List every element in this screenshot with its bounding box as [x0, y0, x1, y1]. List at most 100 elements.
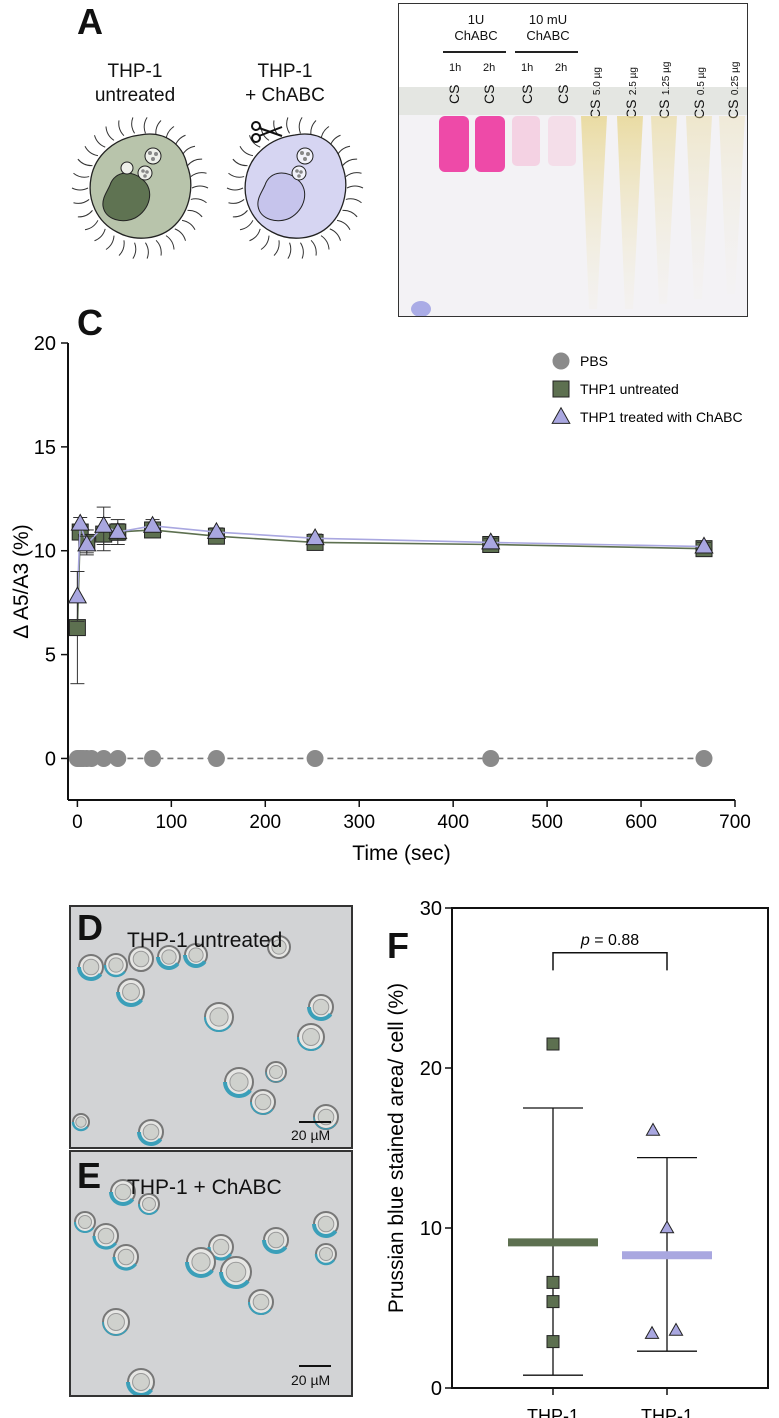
- cell-d: [307, 994, 334, 1021]
- cell1-label-line1: THP-1: [107, 61, 163, 82]
- f-ytick-label: 20: [420, 1058, 442, 1080]
- c-ytick-label: 0: [45, 748, 56, 770]
- c-legend-marker: [552, 380, 570, 398]
- c-xtick-label: 500: [531, 812, 563, 833]
- c-point: [481, 532, 501, 550]
- gel-group1-bracket: [443, 51, 506, 53]
- untreated-cell-icon: [71, 117, 209, 259]
- c-ytick-label: 5: [45, 645, 56, 667]
- gel-smear-3: [651, 116, 677, 304]
- f-group-0: [508, 1037, 598, 1376]
- f-point: [546, 1335, 560, 1349]
- c-point: [207, 749, 225, 767]
- c-point: [142, 515, 163, 533]
- c-legend-label: THP1 treated with ChABC: [580, 409, 743, 425]
- f-ytick-label: 0: [431, 1378, 442, 1400]
- micrograph-treated: THP-1 + ChABC 20 µM: [69, 1150, 353, 1397]
- c-legend-marker: [552, 352, 570, 370]
- gel-smear-4: [686, 116, 712, 299]
- c-xtick-label: 400: [437, 812, 469, 833]
- prussian-blue-chart: 0 10 20 30 Prussian blue stained area/ cell …: [385, 898, 769, 1418]
- gel-smear-5: [719, 116, 745, 294]
- cell-e: [185, 1247, 216, 1278]
- cell-e: [126, 1368, 155, 1395]
- c-ytick-label: 20: [34, 333, 56, 355]
- c-point: [206, 521, 227, 539]
- panel-f-letter: F: [387, 925, 409, 966]
- gel-time-3: 1h: [521, 62, 534, 74]
- gel-band-4: [548, 116, 576, 166]
- scissors-icon: [251, 121, 283, 143]
- c-point: [94, 515, 114, 533]
- gel-group1-line1: 1U: [467, 12, 485, 27]
- panel-e-letter: E: [77, 1155, 102, 1196]
- c-ytick-label: 15: [34, 437, 56, 459]
- cell-d: [223, 1067, 254, 1098]
- cell-d: [128, 946, 154, 972]
- f-group-1: [622, 1122, 712, 1352]
- gel-time-1: 1h: [449, 62, 462, 74]
- cell-e: [207, 1234, 234, 1261]
- cell-e: [138, 1193, 160, 1215]
- c-point: [482, 749, 500, 767]
- gel-group2-line2: ChABC: [526, 28, 570, 43]
- gel-band-2: [475, 116, 505, 172]
- gel-bands: [411, 116, 745, 316]
- c-point: [108, 521, 128, 539]
- cell-e: [262, 1227, 289, 1254]
- gel-smear-1: [581, 116, 607, 309]
- cell-d: [103, 953, 128, 978]
- c-point: [306, 749, 324, 767]
- cell-e: [219, 1256, 252, 1289]
- c-legend-label: PBS: [580, 353, 608, 369]
- cell1-label: THP-1 untreated: [60, 60, 210, 108]
- f-category-label: THP-1: [527, 1406, 579, 1418]
- cell-e: [102, 1308, 130, 1336]
- cell-d: [267, 935, 291, 959]
- micrograph-treated-title: THP-1 + ChABC: [127, 1176, 282, 1199]
- f-plot-frame: [451, 907, 769, 1389]
- c-series-2: [67, 506, 714, 622]
- f-point: [546, 1037, 560, 1051]
- cell-e: [248, 1289, 274, 1315]
- c-legend-marker: [551, 406, 571, 424]
- c-series-line: [76, 523, 705, 597]
- c-series-0: [68, 749, 713, 767]
- c-point: [305, 528, 325, 546]
- c-point: [694, 536, 714, 554]
- panel-c-letter: C: [77, 302, 103, 343]
- f-point: [546, 1275, 560, 1289]
- cell2-label-line2: + ChABC: [245, 85, 325, 106]
- c-legend-label: THP1 untreated: [580, 381, 679, 397]
- c-point: [77, 534, 97, 552]
- cell-e: [92, 1223, 119, 1250]
- c-xtick-label: 600: [625, 812, 657, 833]
- c-point: [68, 619, 86, 637]
- micrograph-untreated-title: THP-1 untreated: [127, 929, 283, 952]
- gel-photo: 1U ChABC 10 mU ChABC 1h 2h 1h 2h CS CS C…: [398, 3, 748, 317]
- micrograph-untreated: THP-1 untreated 20 µM: [69, 905, 353, 1149]
- cell2-label-line1: THP-1: [257, 61, 313, 82]
- c-point: [67, 586, 88, 604]
- cell-d: [116, 978, 145, 1007]
- c-point: [144, 749, 162, 767]
- cell2-label: THP-1 + ChABC: [210, 60, 360, 108]
- cell-d: [77, 954, 104, 981]
- f-ytick-label: 30: [420, 898, 442, 920]
- treated-cell-icon: [226, 117, 364, 259]
- c-point: [70, 513, 90, 531]
- gel-group1-line2: ChABC: [454, 28, 498, 43]
- gel-time-2: 2h: [483, 62, 496, 74]
- cell-e: [74, 1211, 96, 1233]
- scale-label-d: 20 µM: [291, 1127, 331, 1143]
- gel-band-1: [439, 116, 469, 172]
- c-point: [695, 749, 713, 767]
- cell-d: [137, 1119, 164, 1146]
- f-point: [659, 1220, 675, 1234]
- cell-d: [204, 1002, 234, 1032]
- c-point: [109, 749, 127, 767]
- panel-d-letter: D: [77, 907, 103, 948]
- cell-d: [250, 1089, 276, 1115]
- f-point: [644, 1325, 660, 1339]
